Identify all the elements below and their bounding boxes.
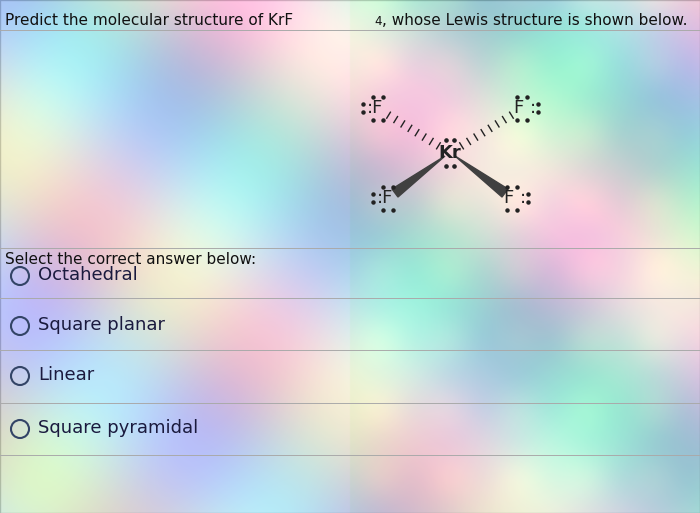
Text: :F: :F	[377, 189, 393, 207]
Text: Square pyramidal: Square pyramidal	[38, 419, 198, 437]
Text: , whose Lewis structure is shown below.: , whose Lewis structure is shown below.	[382, 13, 687, 28]
Text: Predict the molecular structure of KrF: Predict the molecular structure of KrF	[5, 13, 293, 28]
Text: :F: :F	[367, 99, 383, 117]
Text: Square planar: Square planar	[38, 316, 165, 334]
Text: F :: F :	[514, 99, 536, 117]
Text: Linear: Linear	[38, 366, 94, 384]
Text: F :: F :	[504, 189, 526, 207]
Text: 4: 4	[374, 15, 382, 28]
Text: Octahedral: Octahedral	[38, 266, 138, 284]
Polygon shape	[455, 156, 508, 197]
Polygon shape	[392, 156, 445, 197]
Text: Kr: Kr	[439, 144, 461, 162]
Text: Select the correct answer below:: Select the correct answer below:	[5, 252, 256, 267]
